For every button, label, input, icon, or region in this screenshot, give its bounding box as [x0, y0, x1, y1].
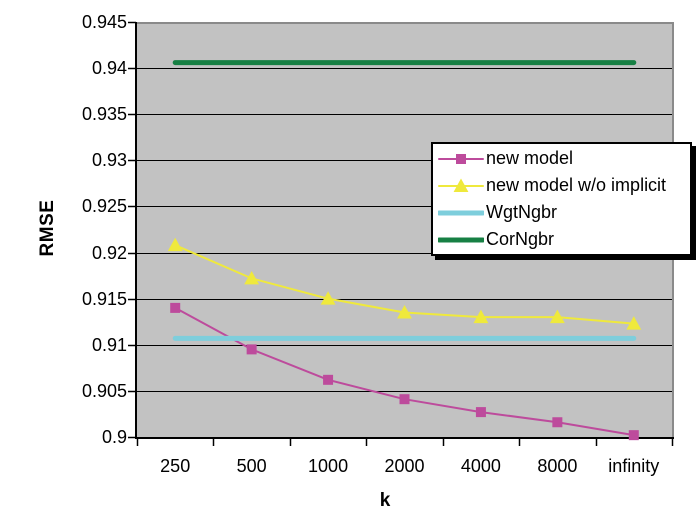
square-marker — [246, 344, 257, 355]
legend-item-corngbr: CorNgbr — [433, 226, 690, 253]
y-tick-label: 0.925 — [81, 196, 127, 217]
triangle-marker — [453, 178, 469, 192]
y-tick-label: 0.935 — [81, 104, 127, 125]
triangle-marker — [626, 316, 642, 330]
legend-label: new model — [486, 148, 574, 168]
triangle-marker — [244, 270, 260, 285]
triangle-marker — [549, 309, 565, 324]
y-tick-label: 0.9 — [101, 427, 127, 447]
thick-line-icon — [438, 237, 484, 242]
square-marker — [323, 374, 334, 385]
x-tick-label: 500 — [236, 456, 267, 476]
triangle-marker — [473, 309, 489, 324]
x-axis-title: k — [379, 490, 391, 511]
square-marker — [399, 394, 410, 405]
square-marker — [552, 417, 563, 428]
line-square-marker-icon — [438, 153, 484, 164]
square-marker — [170, 302, 181, 313]
triangle-marker — [397, 305, 412, 319]
x-tick-label: 4000 — [460, 456, 501, 476]
y-tick-label: 0.915 — [81, 288, 127, 309]
square-marker — [628, 430, 639, 441]
y-tick-label: 0.94 — [91, 58, 127, 79]
triangle-marker — [167, 237, 183, 252]
square-marker — [475, 407, 486, 418]
y-tick-label: 0.945 — [81, 12, 127, 32]
legend-item-new-model: new model — [433, 145, 690, 172]
x-tick-label: 250 — [160, 456, 191, 476]
triangle-marker — [320, 291, 336, 305]
legend: new model new model w/o implicit WgtNgbr… — [431, 142, 692, 256]
legend-item-wgtngbr: WgtNgbr — [433, 199, 690, 226]
legend-label: new model w/o implicit — [486, 175, 667, 195]
x-tick-label: 1000 — [308, 456, 349, 476]
y-tick-label: 0.93 — [91, 150, 127, 171]
thick-line-icon — [438, 210, 484, 215]
x-tick-label: infinity — [608, 456, 660, 476]
legend-label: CorNgbr — [486, 229, 555, 249]
y-tick-label: 0.92 — [91, 242, 127, 263]
x-tick-label: 8000 — [537, 456, 578, 476]
y-tick-label: 0.91 — [91, 334, 127, 355]
line-triangle-marker-icon — [438, 178, 484, 192]
legend-item-new-model-wo-implicit: new model w/o implicit — [433, 172, 690, 199]
square-marker — [456, 153, 466, 164]
y-tick-label: 0.905 — [81, 380, 127, 401]
x-tick-label: 2000 — [384, 456, 425, 476]
legend-label: WgtNgbr — [486, 202, 558, 222]
